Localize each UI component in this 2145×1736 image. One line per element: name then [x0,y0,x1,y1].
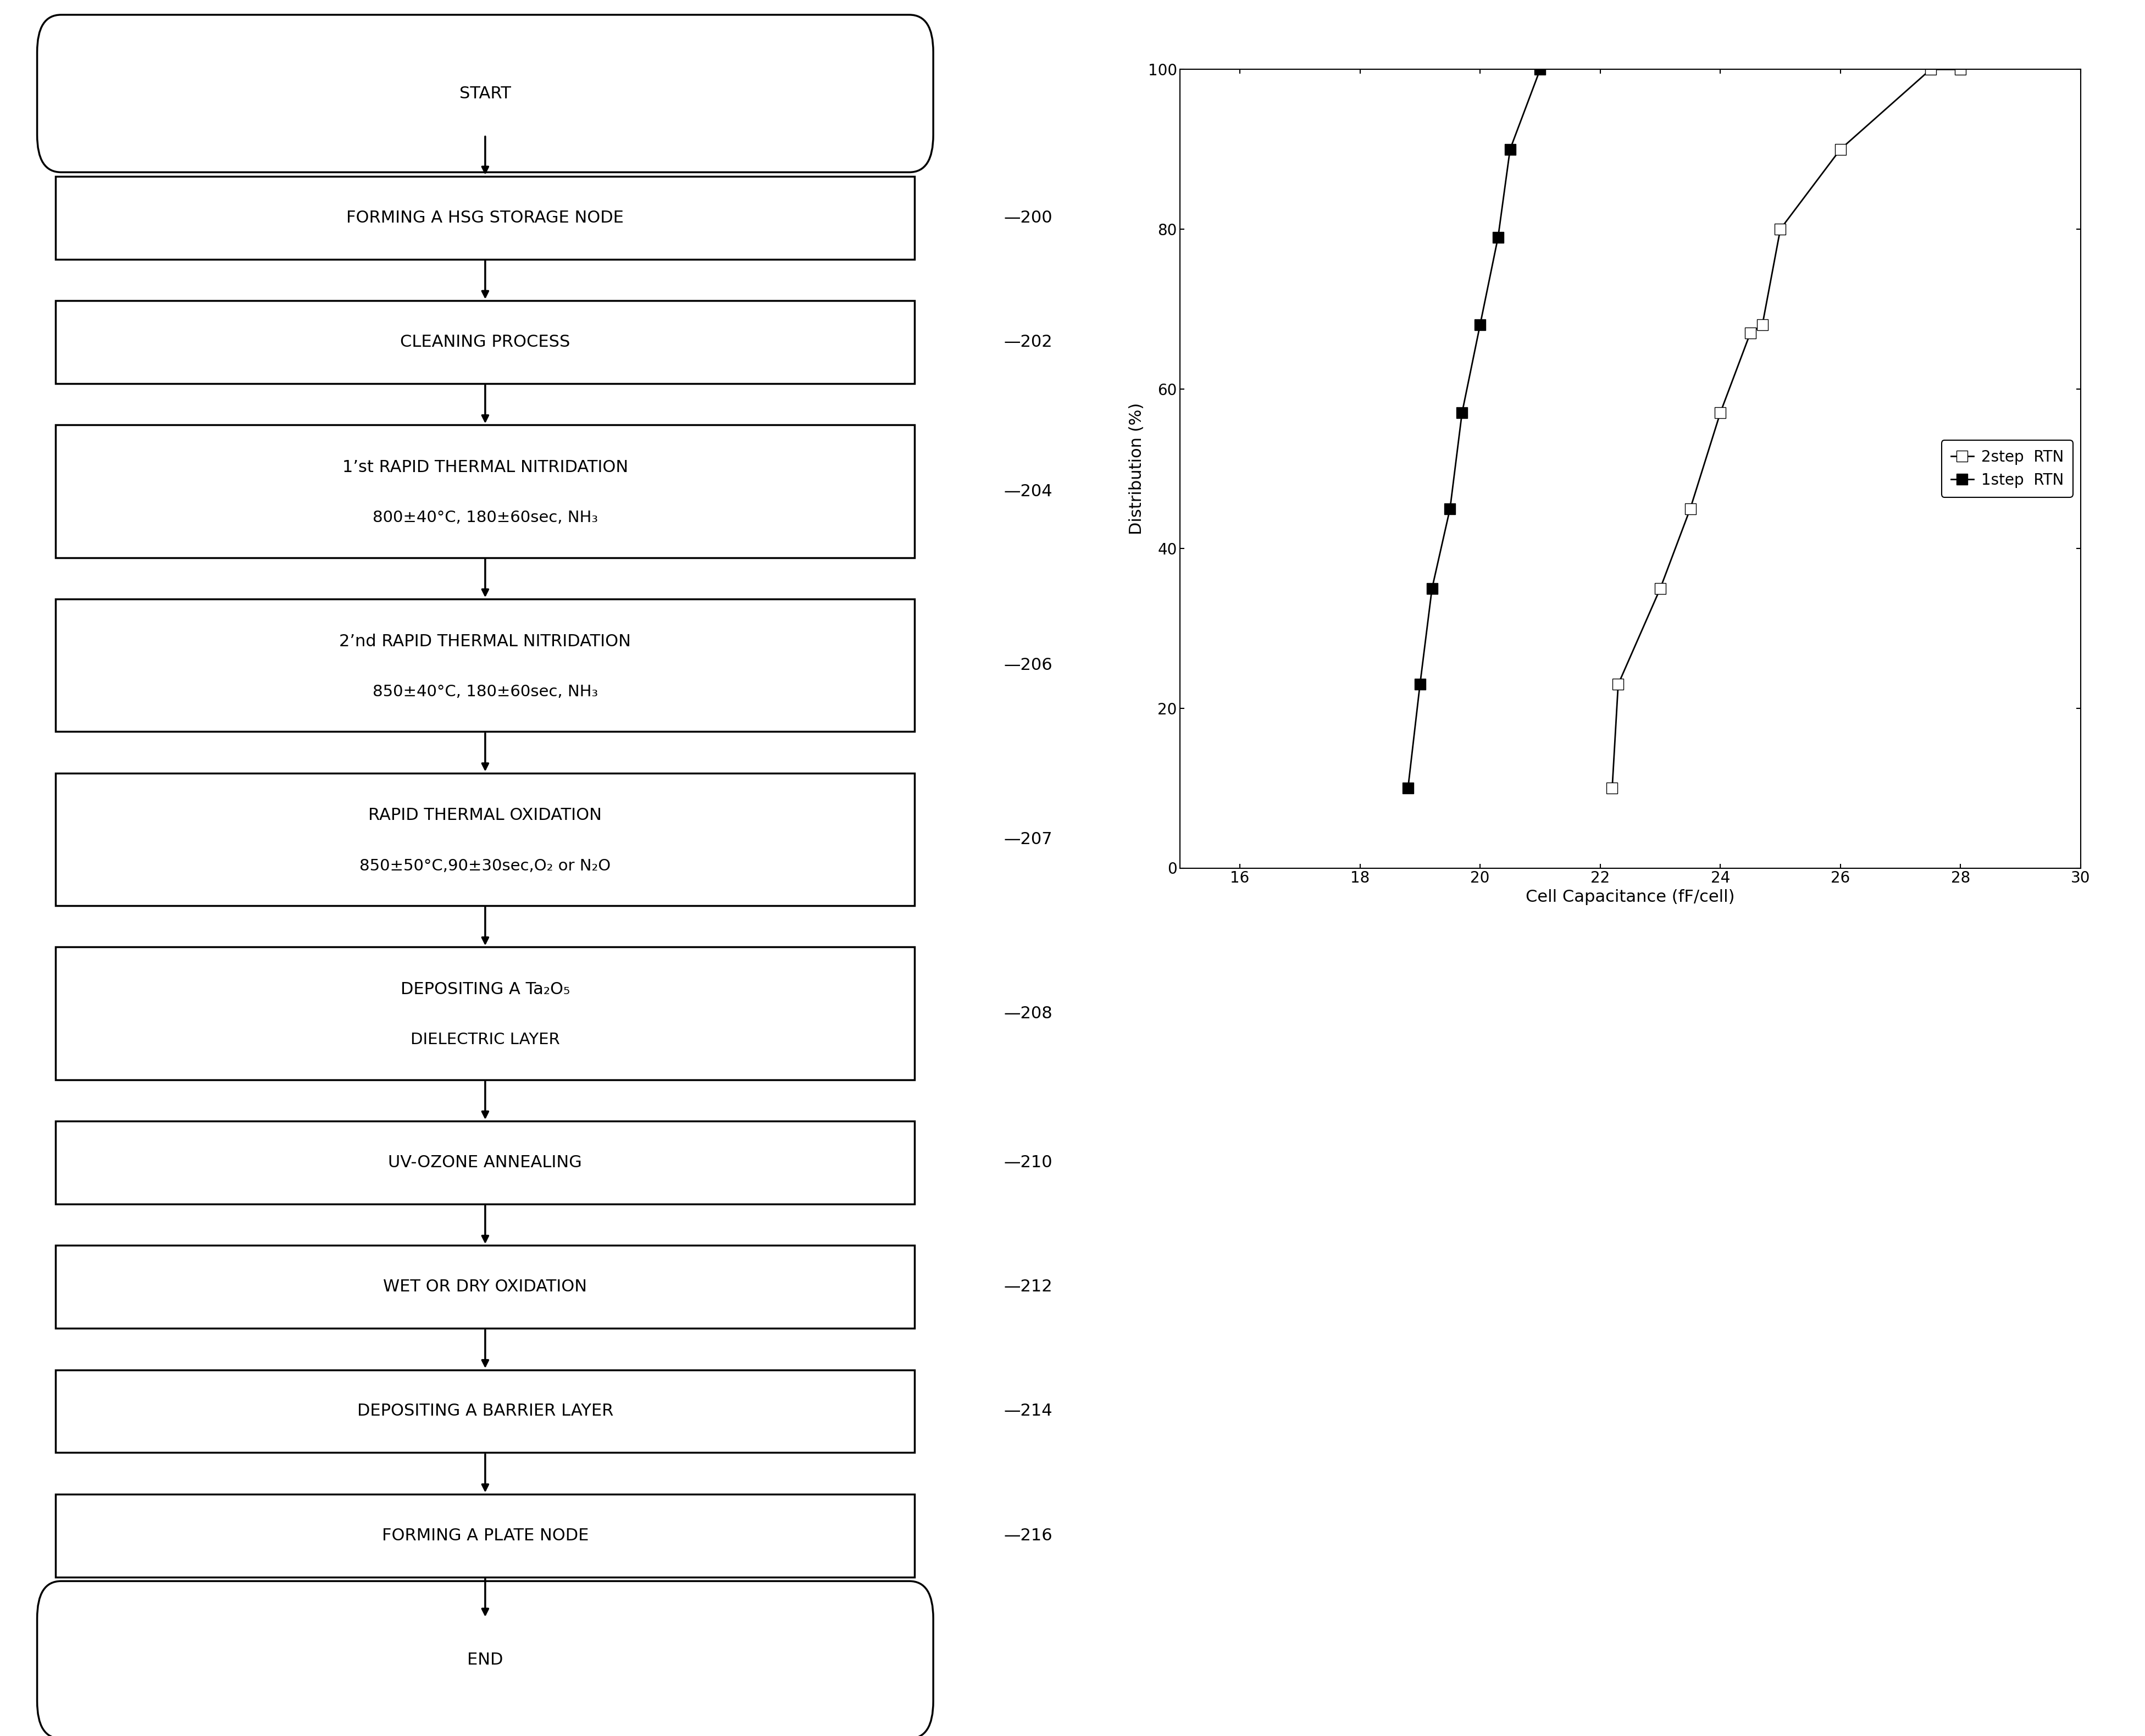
X-axis label: Cell Capacitance (fF/cell): Cell Capacitance (fF/cell) [1525,889,1735,904]
1step  RTN [1467,314,1493,335]
Text: FORMING A HSG STORAGE NODE: FORMING A HSG STORAGE NODE [347,210,624,226]
2step  RTN [1750,314,1776,335]
FancyBboxPatch shape [36,16,933,172]
Text: CLEANING PROCESS: CLEANING PROCESS [401,333,571,351]
2step  RTN [1737,323,1763,344]
Text: DIELECTRIC LAYER: DIELECTRIC LAYER [410,1033,560,1047]
Y-axis label: Distribution (%): Distribution (%) [1128,403,1145,535]
Text: 850±40°C, 180±60sec, NH₃: 850±40°C, 180±60sec, NH₃ [373,684,598,700]
2step  RTN [1647,578,1673,599]
Bar [56,773,914,906]
1step  RTN [1394,778,1420,799]
2step  RTN [1707,403,1733,424]
Text: DEPOSITING A BARRIER LAYER: DEPOSITING A BARRIER LAYER [356,1403,613,1420]
2step  RTN [1604,674,1630,694]
1step  RTN [1407,674,1433,694]
Text: —216: —216 [1004,1528,1053,1543]
Bar [56,177,914,259]
Line: 1step  RTN: 1step RTN [1403,64,1544,793]
Bar [56,1121,914,1205]
Bar [56,1370,914,1453]
Text: UV-OZONE ANNEALING: UV-OZONE ANNEALING [388,1154,581,1170]
Text: —202: —202 [1004,333,1053,351]
Text: —206: —206 [1004,658,1053,674]
2step  RTN [1918,59,1943,80]
2step  RTN [1677,498,1703,519]
Text: END: END [468,1653,504,1668]
Text: 2’nd RAPID THERMAL NITRIDATION: 2’nd RAPID THERMAL NITRIDATION [339,634,631,649]
Text: —200: —200 [1004,210,1053,226]
1step  RTN [1420,578,1446,599]
1step  RTN [1484,227,1510,248]
1step  RTN [1497,139,1523,160]
FancyBboxPatch shape [36,1581,933,1736]
Text: 1’st RAPID THERMAL NITRIDATION: 1’st RAPID THERMAL NITRIDATION [343,460,628,476]
Text: 800±40°C, 180±60sec, NH₃: 800±40°C, 180±60sec, NH₃ [373,510,598,526]
Bar [56,425,914,557]
2step  RTN [1948,59,1973,80]
2step  RTN [1600,778,1626,799]
Text: —212: —212 [1004,1279,1053,1295]
Line: 2step  RTN: 2step RTN [1607,64,1965,793]
Text: 850±50°C,90±30sec,O₂ or N₂O: 850±50°C,90±30sec,O₂ or N₂O [360,858,611,873]
Bar [56,1245,914,1328]
Legend: 2step  RTN, 1step  RTN: 2step RTN, 1step RTN [1941,441,2072,496]
2step  RTN [1767,219,1793,240]
Text: —214: —214 [1004,1403,1053,1420]
1step  RTN [1450,403,1476,424]
Text: RAPID THERMAL OXIDATION: RAPID THERMAL OXIDATION [369,807,603,823]
Text: —210: —210 [1004,1154,1053,1170]
2step  RTN [1828,139,1853,160]
Text: START: START [459,85,511,101]
Bar [56,1495,914,1576]
Bar [56,300,914,384]
Text: FORMING A PLATE NODE: FORMING A PLATE NODE [382,1528,588,1543]
Text: —207: —207 [1004,832,1053,847]
1step  RTN [1527,59,1553,80]
1step  RTN [1437,498,1463,519]
Text: DEPOSITING A Ta₂O₅: DEPOSITING A Ta₂O₅ [401,981,571,998]
Text: —204: —204 [1004,483,1053,500]
Bar [56,599,914,731]
Bar [56,948,914,1080]
Text: —208: —208 [1004,1005,1053,1021]
Text: WET OR DRY OXIDATION: WET OR DRY OXIDATION [384,1279,588,1295]
